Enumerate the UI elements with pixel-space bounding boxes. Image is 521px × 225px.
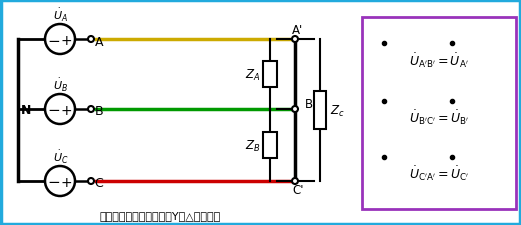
Circle shape [292, 37, 298, 43]
Text: A': A' [292, 24, 304, 37]
Text: A: A [95, 35, 103, 48]
Bar [362, 18, 516, 209]
Text: +: + [60, 175, 72, 189]
Text: C: C [95, 177, 103, 190]
Text: $\dot{U}_C$: $\dot{U}_C$ [53, 148, 69, 165]
Text: −: − [47, 175, 60, 190]
Text: $\dot{U}_B$: $\dot{U}_B$ [54, 76, 69, 93]
Text: $\dot{U}_{\rm C'A'} = \dot{U}_{\rm C'}$: $\dot{U}_{\rm C'A'} = \dot{U}_{\rm C'}$ [409, 164, 469, 182]
Text: $Z_c$: $Z_c$ [330, 103, 345, 118]
Circle shape [45, 94, 75, 124]
Bar [314, 92, 326, 129]
Text: 星形电源与三角形负载的Y－△连接方式: 星形电源与三角形负载的Y－△连接方式 [100, 210, 220, 220]
Text: N: N [21, 104, 31, 117]
Circle shape [88, 37, 94, 43]
Text: −: − [47, 103, 60, 118]
Text: +: + [60, 104, 72, 117]
Text: B': B' [305, 98, 316, 111]
Text: $\dot{U}_A$: $\dot{U}_A$ [54, 7, 68, 23]
Text: +: + [60, 34, 72, 48]
Text: −: − [47, 33, 60, 48]
Circle shape [292, 106, 298, 112]
Text: C': C' [292, 184, 304, 197]
Circle shape [292, 178, 298, 184]
Text: $\dot{U}_{\rm B'C'} = \dot{U}_{\rm B'}$: $\dot{U}_{\rm B'C'} = \dot{U}_{\rm B'}$ [409, 108, 469, 127]
Text: $\dot{U}_{\rm A'B'} = \dot{U}_{\rm A'}$: $\dot{U}_{\rm A'B'} = \dot{U}_{\rm A'}$ [409, 51, 469, 69]
Circle shape [45, 25, 75, 55]
Bar [263, 62, 277, 88]
Bar [263, 132, 277, 158]
Text: B: B [95, 105, 103, 118]
Text: $Z_B$: $Z_B$ [244, 138, 260, 153]
Circle shape [45, 166, 75, 196]
Circle shape [88, 178, 94, 184]
Text: $Z_A$: $Z_A$ [244, 67, 260, 82]
Circle shape [88, 106, 94, 112]
